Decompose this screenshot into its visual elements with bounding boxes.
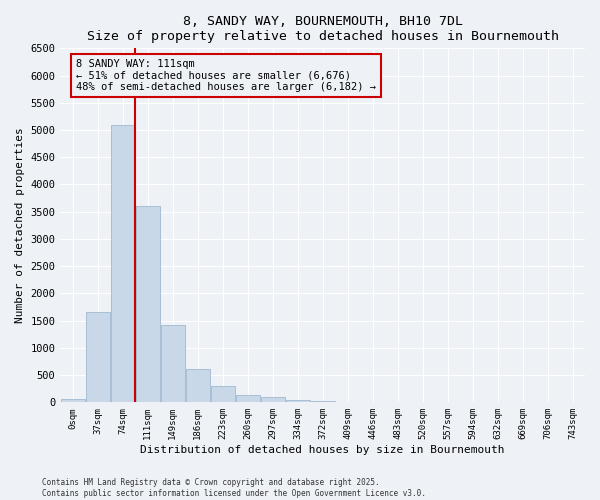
- Title: 8, SANDY WAY, BOURNEMOUTH, BH10 7DL
Size of property relative to detached houses: 8, SANDY WAY, BOURNEMOUTH, BH10 7DL Size…: [87, 15, 559, 43]
- X-axis label: Distribution of detached houses by size in Bournemouth: Distribution of detached houses by size …: [140, 445, 505, 455]
- Bar: [61, 399, 85, 402]
- Bar: [211, 386, 235, 402]
- Bar: [311, 400, 335, 402]
- Bar: [161, 325, 185, 402]
- Text: 8 SANDY WAY: 111sqm
← 51% of detached houses are smaller (6,676)
48% of semi-det: 8 SANDY WAY: 111sqm ← 51% of detached ho…: [76, 59, 376, 92]
- Bar: [86, 312, 110, 402]
- Text: Contains HM Land Registry data © Crown copyright and database right 2025.
Contai: Contains HM Land Registry data © Crown c…: [42, 478, 426, 498]
- Bar: [286, 400, 310, 402]
- Bar: [111, 124, 135, 402]
- Bar: [186, 368, 209, 402]
- Bar: [136, 206, 160, 402]
- Y-axis label: Number of detached properties: Number of detached properties: [15, 128, 25, 323]
- Bar: [236, 396, 260, 402]
- Bar: [261, 397, 284, 402]
